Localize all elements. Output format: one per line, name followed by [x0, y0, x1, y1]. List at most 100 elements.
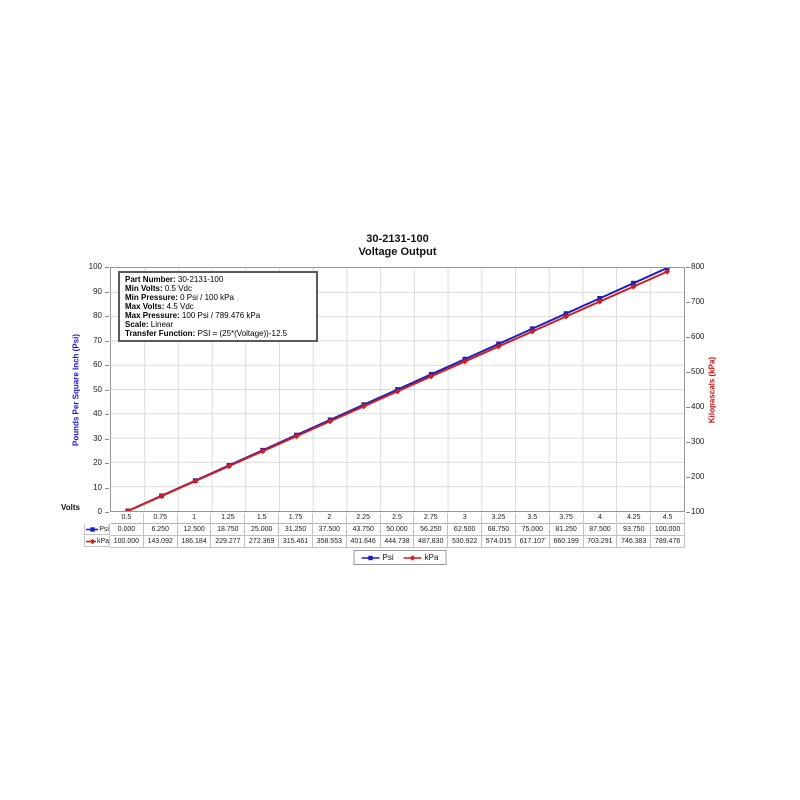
table-corner-cell	[84, 513, 110, 523]
axis-tick-mark	[686, 441, 690, 443]
x-axis-tick-label: 3	[448, 513, 483, 524]
x-axis-tick-label: 1.25	[211, 513, 246, 524]
legend-item-kpa: kPa	[403, 553, 438, 562]
table-value-cell-kpa: 358.553	[312, 536, 347, 548]
x-axis-tick-label: 4.5	[651, 513, 685, 524]
axis-tick-mark	[105, 487, 109, 489]
x-axis-tick-label: 1.75	[279, 513, 313, 524]
axis-tick-mark	[105, 266, 109, 268]
spec-row: Min Pressure: 0 Psi / 100 kPa	[125, 293, 311, 302]
series-symbol-icon	[361, 555, 380, 560]
table-value-cell-kpa: 746.383	[617, 536, 652, 548]
spec-value: 100 Psi / 789.476 kPa	[179, 311, 261, 320]
spec-label: Max Pressure:	[125, 311, 180, 320]
axis-tick-mark	[686, 336, 690, 338]
axis-tick-mark	[105, 315, 109, 317]
table-value-cell-psi: 6.250	[143, 524, 178, 536]
data-point-marker-kpa	[563, 313, 570, 320]
data-point-marker-kpa	[293, 433, 300, 440]
table-value-cell-psi: 93.750	[617, 524, 652, 536]
table-value-cell-kpa: 703.291	[583, 536, 618, 548]
x-axis-tick-label: 2	[312, 513, 347, 524]
axis-tick-mark	[105, 340, 109, 342]
x-axis-tick-label: 2.25	[346, 513, 381, 524]
axis-tick-mark	[105, 291, 109, 293]
spec-label: Transfer Function:	[125, 329, 196, 338]
x-axis-tick-label: 4.25	[617, 513, 652, 524]
axis-tick-mark	[105, 364, 109, 366]
x-axis-title: Volts	[61, 503, 80, 512]
data-point-marker-kpa	[394, 388, 401, 395]
data-point-marker-kpa	[158, 493, 165, 500]
y-axis-tick-label-right: 500	[691, 367, 705, 376]
table-value-cell-psi: 25.000	[245, 524, 280, 536]
table-value-cell-psi: 68.750	[482, 524, 516, 536]
y-axis-tick-label-right: 700	[691, 297, 705, 306]
table-value-cell-kpa: 660.199	[549, 536, 584, 548]
x-axis-tick-label: 0.75	[143, 513, 178, 524]
x-axis-tick-label: 2.5	[380, 513, 415, 524]
legend-label: Psi	[382, 553, 394, 562]
table-value-cell-kpa: 530.922	[448, 536, 483, 548]
spec-row: Max Pressure: 100 Psi / 789.476 kPa	[125, 311, 311, 320]
series-name-label: kPa	[96, 537, 109, 545]
y-axis-tick-label-left: 40	[93, 409, 102, 418]
data-table: 0.5 0.75 1 1.25 1.5 1.75 2 2.25 2.5 2.75 3 3.25 3.5 3…	[84, 513, 685, 548]
table-value-cell-kpa: 100.000	[110, 536, 144, 548]
table-value-cell-kpa: 143.092	[143, 536, 178, 548]
axis-tick-mark	[105, 511, 109, 513]
y-axis-tick-label-left: 90	[93, 287, 102, 296]
axis-tick-mark	[686, 406, 690, 408]
axis-tick-mark	[105, 413, 109, 415]
table-value-cell-psi: 50.000	[380, 524, 415, 536]
table-value-cell-psi: 87.500	[583, 524, 618, 536]
y-axis-tick-label-right: 100	[691, 507, 705, 516]
x-axis-tick-label: 3.5	[515, 513, 550, 524]
data-point-marker-kpa	[124, 508, 131, 511]
data-point-marker-kpa	[529, 328, 536, 335]
axis-tick-mark	[686, 371, 690, 373]
data-point-marker-kpa	[259, 448, 266, 455]
table-value-cell-kpa: 487.830	[414, 536, 449, 548]
spec-row: Scale: Linear	[125, 320, 311, 329]
y-axis-tick-label-left: 100	[88, 262, 102, 271]
table-value-cell-psi: 81.250	[549, 524, 584, 536]
series-symbol-icon	[86, 538, 96, 544]
table-value-cell-kpa: 401.646	[346, 536, 381, 548]
chart-title-part-number: 30-2131-100	[366, 233, 429, 245]
legend-item-psi: Psi	[361, 553, 394, 562]
table-value-cell-kpa: 574.015	[482, 536, 516, 548]
data-point-marker-kpa	[428, 373, 435, 380]
y-axis-tick-label-right: 800	[691, 262, 705, 271]
spec-row: Min Volts: 0.5 Vdc	[125, 284, 311, 293]
axis-tick-mark	[105, 438, 109, 440]
table-value-cell-psi: 37.500	[312, 524, 347, 536]
axis-tick-mark	[686, 476, 690, 478]
x-axis-tick-label: 3.25	[482, 513, 516, 524]
axis-tick-mark	[686, 511, 690, 513]
table-value-cell-psi: 12.500	[177, 524, 212, 536]
axis-tick-mark	[686, 266, 690, 268]
y-axis-tick-label-left: 70	[93, 336, 102, 345]
spec-label: Part Number:	[125, 275, 176, 284]
table-value-cell-kpa: 186.184	[177, 536, 212, 548]
axis-tick-mark	[686, 301, 690, 303]
x-axis-tick-label: 0.5	[110, 513, 144, 524]
table-value-cell-psi: 75.000	[515, 524, 550, 536]
chart-title-subtitle: Voltage Output	[358, 246, 437, 258]
y-axis-tick-label-right: 400	[691, 402, 705, 411]
table-value-cell-kpa: 789.476	[651, 536, 685, 548]
table-row-header-kpa: kPa	[84, 536, 110, 547]
spec-value: 0.5 Vdc	[162, 284, 192, 293]
spec-row: Transfer Function: PSI = (25*(Voltage))-…	[125, 329, 311, 338]
table-value-cell-psi: 100.000	[651, 524, 685, 536]
table-value-cell-psi: 18.750	[211, 524, 246, 536]
y-axis-tick-label-right: 200	[691, 472, 705, 481]
table-value-cell-psi: 56.250	[414, 524, 449, 536]
y-axis-tick-label-left: 0	[97, 507, 102, 516]
table-value-cell-psi: 31.250	[279, 524, 313, 536]
y-axis-tick-label-right: 600	[691, 332, 705, 341]
table-row-header-psi: Psi	[84, 524, 110, 535]
spec-label: Scale:	[125, 320, 149, 329]
